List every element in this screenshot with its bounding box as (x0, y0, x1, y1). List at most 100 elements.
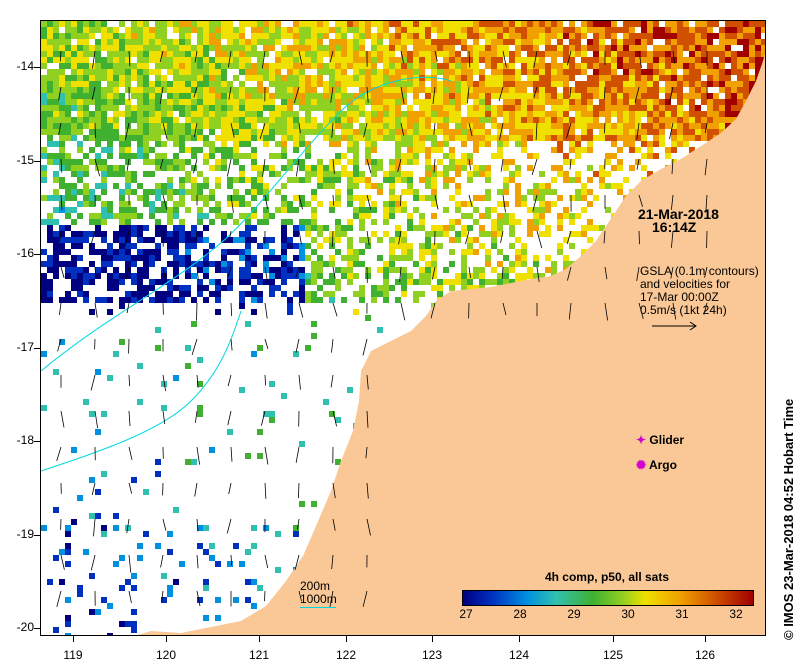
sst-cell (479, 75, 485, 81)
sst-cell (227, 105, 233, 111)
sst-cell (107, 51, 113, 57)
depth-200-label: 200m (300, 579, 331, 593)
sst-cell (179, 87, 185, 93)
sst-cell (473, 117, 479, 123)
sst-cell (275, 93, 281, 99)
sst-cell (581, 123, 587, 129)
sst-cell (251, 255, 257, 261)
sst-cell (557, 195, 563, 201)
sst-cell (95, 141, 101, 147)
sst-cell (299, 39, 305, 45)
sst-cell (149, 87, 155, 93)
sst-cell (407, 141, 413, 147)
sst-cell (221, 21, 227, 27)
sst-cell (197, 597, 203, 603)
sst-cell (239, 81, 245, 87)
sst-cell (611, 21, 617, 27)
sst-cell (719, 123, 725, 129)
sst-cell (653, 57, 659, 63)
sst-cell (227, 21, 233, 27)
sst-cell (107, 273, 113, 279)
sst-cell (215, 93, 221, 99)
sst-cell (563, 237, 569, 243)
velocity-arrow (128, 590, 132, 603)
sst-cell (221, 255, 227, 261)
velocity-arrow (230, 194, 234, 213)
sst-cell (89, 135, 95, 141)
sst-cell (539, 69, 545, 75)
sst-cell (485, 87, 491, 93)
velocity-arrow (90, 554, 96, 571)
velocity-arrow (161, 590, 164, 603)
sst-cell (53, 273, 59, 279)
sst-cell (185, 345, 191, 351)
sst-cell (203, 63, 209, 69)
sst-cell (263, 237, 269, 243)
sst-cell (221, 141, 227, 147)
sst-map (40, 20, 766, 636)
sst-cell (269, 381, 275, 387)
sst-cell (389, 51, 395, 57)
sst-cell (239, 27, 245, 33)
sst-cell (209, 129, 215, 135)
sst-cell (443, 183, 449, 189)
sst-cell (623, 117, 629, 123)
sst-cell (125, 255, 131, 261)
sst-cell (389, 39, 395, 45)
sst-cell (257, 39, 263, 45)
sst-cell (101, 213, 107, 219)
sst-cell (557, 219, 563, 225)
velocity-arrow (126, 158, 130, 171)
sst-cell (359, 39, 365, 45)
sst-cell (263, 117, 269, 123)
sst-cell (221, 249, 227, 255)
sst-cell (407, 147, 413, 153)
sst-cell (587, 75, 593, 81)
sst-cell (683, 57, 689, 63)
velocity-arrow (298, 50, 303, 65)
sst-cell (251, 21, 257, 27)
sst-cell (293, 141, 299, 147)
sst-cell (503, 39, 509, 45)
velocity-arrow (91, 86, 96, 100)
sst-cell (341, 63, 347, 69)
sst-cell (269, 213, 275, 219)
sst-cell (47, 129, 53, 135)
sst-cell (719, 51, 725, 57)
sst-cell (527, 99, 533, 105)
sst-cell (461, 231, 467, 237)
sst-cell (377, 51, 383, 57)
sst-cell (353, 27, 359, 33)
sst-cell (347, 225, 353, 231)
sst-cell (605, 111, 611, 117)
sst-cell (683, 141, 689, 147)
sst-cell (389, 237, 395, 243)
sst-cell (467, 129, 473, 135)
sst-cell (191, 117, 197, 123)
sst-cell (137, 543, 143, 549)
sst-cell (41, 291, 47, 297)
velocity-arrow (125, 266, 130, 280)
sst-cell (107, 255, 113, 261)
sst-cell (443, 279, 449, 285)
velocity-arrow (567, 266, 572, 281)
sst-cell (137, 63, 143, 69)
sst-cell (173, 225, 179, 231)
sst-cell (515, 141, 521, 147)
sst-cell (437, 87, 443, 93)
sst-cell (545, 69, 551, 75)
sst-cell (485, 207, 491, 213)
sst-cell (455, 237, 461, 243)
lon-label: 126 (694, 648, 716, 662)
sst-cell (677, 99, 683, 105)
sst-cell (605, 69, 611, 75)
sst-cell (65, 207, 71, 213)
sst-cell (101, 93, 107, 99)
sst-cell (275, 57, 281, 63)
sst-cell (443, 81, 449, 87)
sst-cell (89, 213, 95, 219)
sst-cell (431, 51, 437, 57)
sst-cell (95, 153, 101, 159)
sst-cell (413, 63, 419, 69)
sst-cell (437, 225, 443, 231)
